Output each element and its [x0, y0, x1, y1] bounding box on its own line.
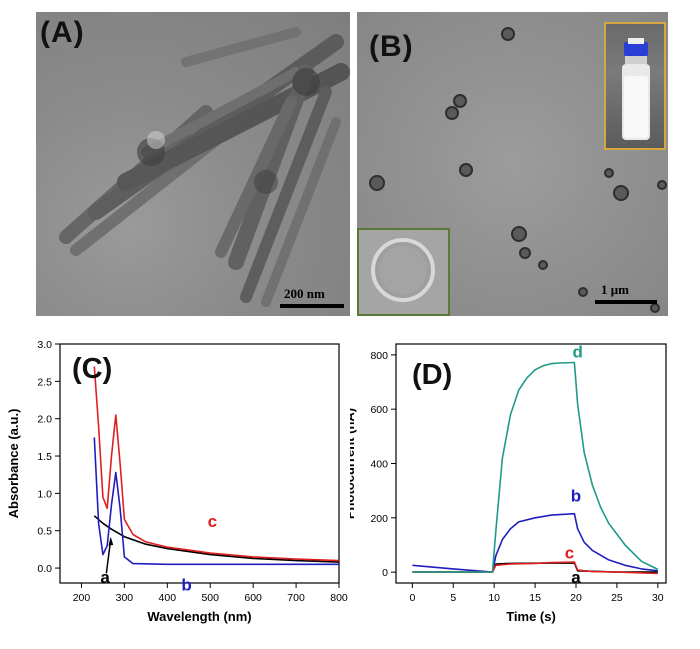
chart-c-absorbance: 200 300 400 500 600 700 800 0.0 0.5 1.0 1.5 2.0 2.5 3…: [6, 339, 348, 624]
y-tick-label: 1.5: [37, 451, 52, 463]
particles-micrograph: [369, 27, 667, 313]
panel-a-label: (A): [40, 16, 85, 49]
panel-a-tem-image: (A) 200 nm: [36, 12, 350, 316]
x-tick-label: 600: [244, 592, 262, 604]
chart-d-photocurrent: 0 5 10 15 20 25 30 0 200 400 600 800 Time (s) Photocu…: [350, 343, 667, 624]
x-tick-label: 15: [529, 592, 541, 604]
y-axis-label: Absorbance (a.u.): [6, 409, 21, 519]
panel-b-scale-bar: [595, 300, 657, 304]
y-tick-label: 600: [370, 404, 388, 416]
y-tick-label: 0.0: [37, 563, 52, 575]
single-particle-icon: [371, 238, 435, 302]
x-tick-label: 200: [73, 592, 91, 604]
series-line-d: [412, 361, 659, 573]
series-line-b: [93, 437, 339, 566]
panel-b-scale-label: 1 μm: [601, 282, 629, 297]
x-tick-label: 30: [652, 592, 664, 604]
y-tick-label: 3.0: [37, 339, 52, 351]
x-tick-label: 0: [409, 592, 415, 604]
y-tick-label: 1.0: [37, 488, 52, 500]
y-tick-label: 2.5: [37, 376, 52, 388]
series-line-b: [412, 512, 658, 573]
x-tick-label: 800: [330, 592, 348, 604]
panel-b-label: (B): [369, 30, 414, 63]
x-tick-label: 300: [116, 592, 134, 604]
y-tick-label: 800: [370, 350, 388, 362]
series-line-c: [93, 366, 340, 562]
nanorods-micrograph: [59, 27, 350, 307]
x-tick-label: 400: [159, 592, 177, 604]
series-label-a: a: [100, 568, 110, 587]
arrow-a-head: [108, 536, 114, 546]
series-label-b: b: [181, 575, 191, 594]
x-tick-label: 25: [611, 592, 623, 604]
series-label-d: d: [572, 343, 582, 362]
y-tick-label: 200: [370, 513, 388, 525]
panel-b-tem-image: (B) 1 μm: [357, 12, 668, 316]
x-axis-label: Time (s): [506, 609, 556, 624]
x-tick-label: 10: [488, 592, 500, 604]
panel-a-scale-label: 200 nm: [284, 286, 325, 301]
panel-a-scale-bar: [280, 304, 344, 308]
vial-icon: [622, 38, 650, 140]
panel-label: (C): [72, 353, 112, 385]
series-label-a: a: [571, 568, 581, 587]
y-tick-label: 0.5: [37, 526, 52, 538]
y-axis-label: Photocurrent (nA): [350, 408, 357, 519]
y-tick-label: 2.0: [37, 414, 52, 426]
x-tick-label: 700: [287, 592, 305, 604]
panel-label: (D): [412, 359, 452, 391]
series-label-c: c: [565, 544, 574, 563]
series-label-c: c: [208, 512, 217, 531]
x-tick-label: 20: [570, 592, 582, 604]
particle-zoom-inset: [357, 228, 450, 316]
y-tick-label: 0: [382, 567, 388, 579]
vial-photo-inset: [604, 22, 666, 150]
x-tick-label: 500: [201, 592, 219, 604]
y-tick-label: 400: [370, 459, 388, 471]
series-label-b: b: [571, 487, 581, 506]
plot-frame: [59, 343, 340, 584]
x-axis-label: Wavelength (nm): [147, 609, 251, 624]
x-tick-label: 5: [450, 592, 456, 604]
